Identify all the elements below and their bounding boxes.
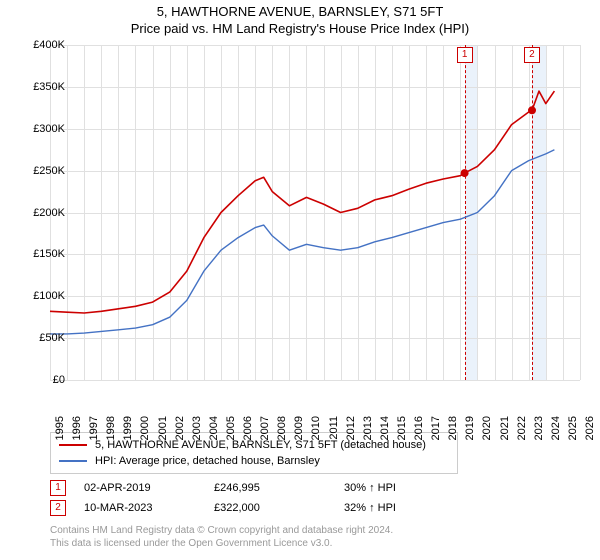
legend-swatch (59, 444, 87, 446)
table-row: 1 02-APR-2019 £246,995 30% ↑ HPI (50, 478, 474, 498)
x-axis-label: 2009 (293, 416, 305, 440)
series-line-hpi (50, 150, 554, 334)
sale-date: 02-APR-2019 (84, 482, 214, 494)
attribution-footer: Contains HM Land Registry data © Crown c… (50, 524, 393, 550)
sale-date: 10-MAR-2023 (84, 502, 214, 514)
legend-swatch (59, 460, 87, 462)
gridline (580, 45, 581, 380)
sale-delta: 32% ↑ HPI (344, 502, 474, 514)
sale-dot (528, 106, 536, 114)
x-axis-label: 2018 (447, 416, 459, 440)
sales-table: 1 02-APR-2019 £246,995 30% ↑ HPI 2 10-MA… (50, 478, 474, 518)
x-axis-label: 1996 (71, 416, 83, 440)
x-axis-label: 2006 (242, 416, 254, 440)
y-axis-label: £350K (33, 81, 65, 93)
x-axis-label: 2010 (310, 416, 322, 440)
gridline (50, 380, 580, 381)
y-axis-label: £100K (33, 290, 65, 302)
x-axis-label: 2012 (345, 416, 357, 440)
x-axis-label: 2015 (396, 416, 408, 440)
x-axis-label: 2013 (362, 416, 374, 440)
x-axis-label: 1995 (54, 416, 66, 440)
y-axis-label: £250K (33, 165, 65, 177)
sale-delta: 30% ↑ HPI (344, 482, 474, 494)
chart-container: 5, HAWTHORNE AVENUE, BARNSLEY, S71 5FT P… (0, 0, 600, 560)
x-axis-label: 2011 (328, 416, 340, 440)
sale-price: £322,000 (214, 502, 344, 514)
x-axis-label: 2000 (139, 416, 151, 440)
x-axis-label: 2004 (208, 416, 220, 440)
sale-marker-box: 1 (457, 47, 473, 63)
series-line-price_paid (50, 91, 554, 313)
legend-label: HPI: Average price, detached house, Barn… (95, 455, 320, 467)
chart-title-line2: Price paid vs. HM Land Registry's House … (0, 19, 600, 36)
y-axis-label: £300K (33, 123, 65, 135)
x-axis-label: 2001 (157, 416, 169, 440)
sale-marker-icon: 1 (50, 480, 66, 496)
table-row: 2 10-MAR-2023 £322,000 32% ↑ HPI (50, 498, 474, 518)
x-axis-label: 2021 (499, 416, 511, 440)
sale-dot (461, 169, 469, 177)
sale-marker-icon: 2 (50, 500, 66, 516)
x-axis-label: 2007 (259, 416, 271, 440)
x-axis-label: 2020 (481, 416, 493, 440)
y-axis-label: £150K (33, 248, 65, 260)
x-axis-label: 2002 (174, 416, 186, 440)
chart-svg (50, 45, 580, 380)
x-axis-label: 1998 (105, 416, 117, 440)
x-axis-label: 2024 (550, 416, 562, 440)
legend-item: HPI: Average price, detached house, Barn… (59, 453, 449, 469)
x-axis-label: 2017 (430, 416, 442, 440)
y-axis-label: £400K (33, 39, 65, 51)
x-axis-label: 2022 (516, 416, 528, 440)
x-axis-label: 2019 (464, 416, 476, 440)
chart-plot-area: 12 (50, 45, 580, 380)
x-axis-label: 2014 (379, 416, 391, 440)
x-axis-label: 2003 (191, 416, 203, 440)
legend-label: 5, HAWTHORNE AVENUE, BARNSLEY, S71 5FT (… (95, 439, 426, 451)
x-axis-label: 2026 (584, 416, 596, 440)
sale-marker-box: 2 (524, 47, 540, 63)
y-axis-label: £50K (39, 332, 65, 344)
y-axis-label: £200K (33, 207, 65, 219)
footer-line: Contains HM Land Registry data © Crown c… (50, 524, 393, 537)
x-axis-label: 2025 (567, 416, 579, 440)
x-axis-label: 2023 (533, 416, 545, 440)
x-axis-label: 1999 (122, 416, 134, 440)
x-axis-label: 2016 (413, 416, 425, 440)
x-axis-label: 1997 (88, 416, 100, 440)
sale-price: £246,995 (214, 482, 344, 494)
chart-title-line1: 5, HAWTHORNE AVENUE, BARNSLEY, S71 5FT (0, 0, 600, 19)
footer-line: This data is licensed under the Open Gov… (50, 537, 393, 550)
x-axis-label: 2005 (225, 416, 237, 440)
y-axis-label: £0 (53, 374, 65, 386)
x-axis-label: 2008 (276, 416, 288, 440)
